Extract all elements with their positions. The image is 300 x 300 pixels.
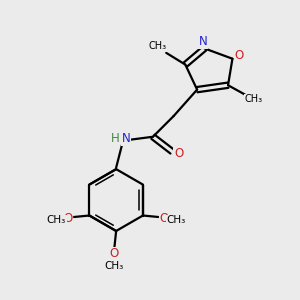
Text: N: N — [199, 35, 207, 48]
Text: CH₃: CH₃ — [149, 41, 167, 51]
Text: CH₃: CH₃ — [47, 215, 66, 225]
Text: O: O — [234, 49, 244, 62]
Text: O: O — [160, 212, 169, 225]
Text: N: N — [122, 132, 130, 145]
Text: O: O — [63, 212, 73, 225]
Text: CH₃: CH₃ — [245, 94, 263, 104]
Text: O: O — [174, 147, 183, 160]
Text: CH₃: CH₃ — [104, 261, 123, 271]
Text: CH₃: CH₃ — [166, 215, 185, 225]
Text: H: H — [111, 132, 119, 145]
Text: O: O — [109, 247, 119, 260]
